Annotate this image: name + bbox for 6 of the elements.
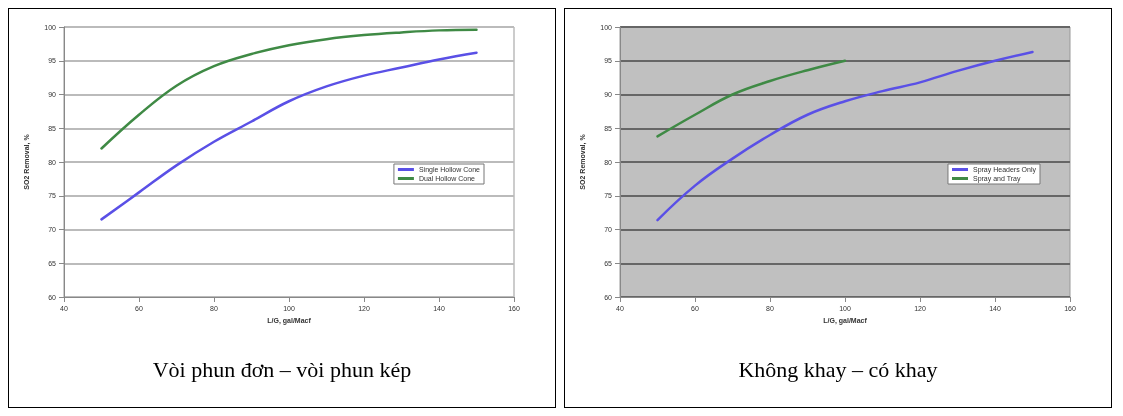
line-series [656, 50, 1034, 222]
text: Vòi phun đơn – vòi phun kép [151, 357, 413, 383]
text: Không khay – có khay [737, 357, 939, 383]
line-series [100, 51, 478, 221]
line-series [656, 59, 847, 138]
line-series [100, 28, 478, 150]
